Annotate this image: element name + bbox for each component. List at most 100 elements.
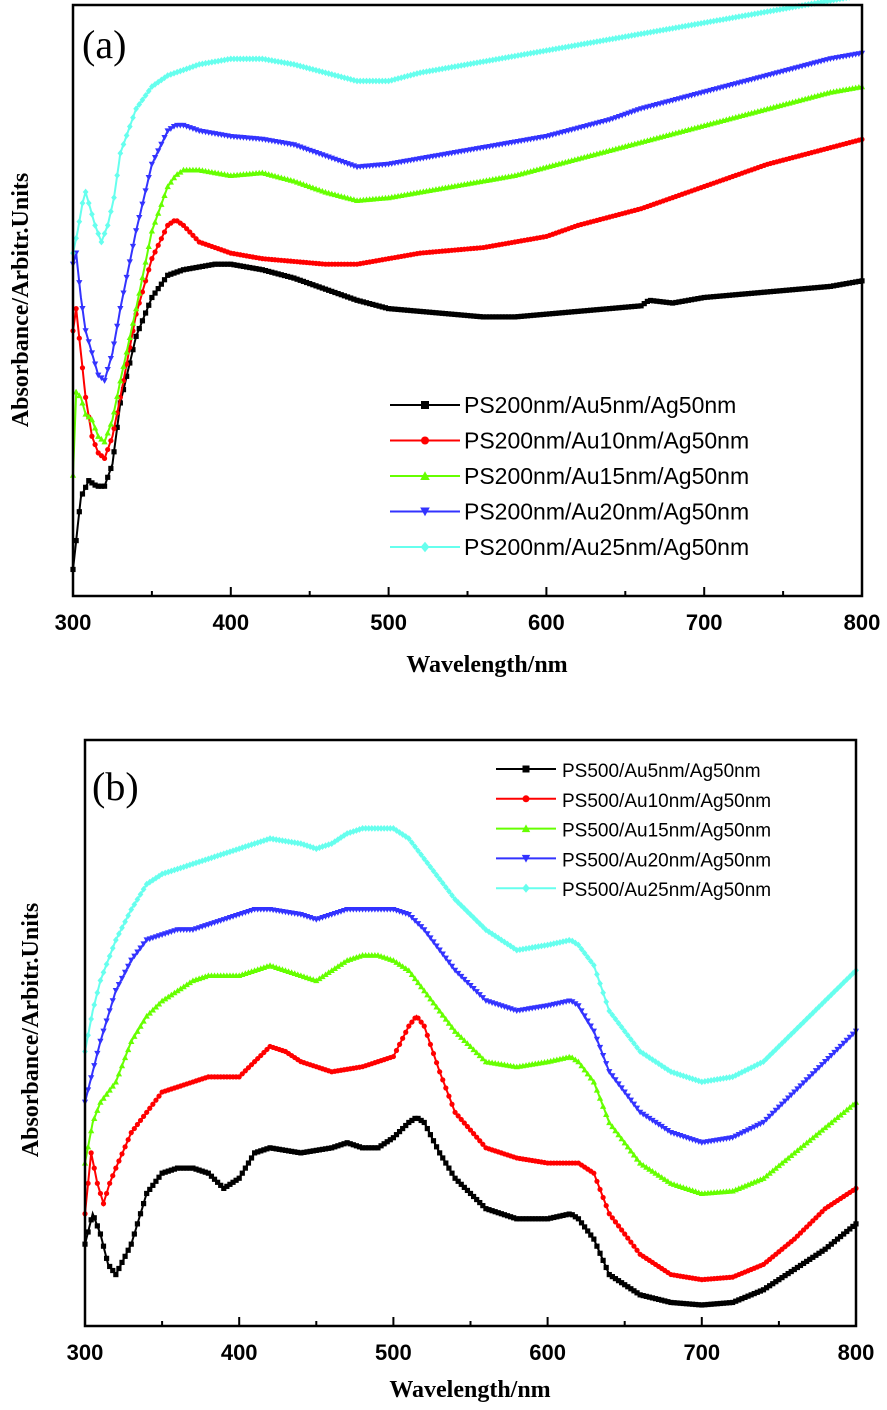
data-point (269, 269, 275, 275)
data-point (89, 433, 95, 439)
data-point (79, 399, 86, 406)
y-axis-title: Absorbance/Arbitr.Units (18, 903, 44, 1157)
data-point (698, 19, 704, 27)
data-point (776, 1043, 782, 1050)
data-point (92, 221, 98, 229)
data-point (279, 1147, 285, 1153)
data-point (259, 55, 266, 63)
data-point (437, 1069, 443, 1075)
data-point (664, 1127, 671, 1134)
x-tick-label: 600 (529, 1340, 566, 1365)
data-point (149, 1006, 156, 1013)
data-point (170, 174, 178, 181)
data-point (338, 1142, 344, 1148)
data-point (181, 1165, 187, 1171)
data-point (100, 1243, 107, 1249)
panel-label: (a) (82, 22, 126, 67)
data-point (837, 282, 843, 288)
data-point (449, 1170, 455, 1176)
data-point (146, 302, 152, 308)
data-point (739, 291, 745, 297)
data-point (761, 289, 767, 295)
data-point (775, 1162, 783, 1169)
data-point (813, 1252, 819, 1258)
data-point (205, 59, 212, 67)
data-point (781, 1098, 789, 1105)
data-point (396, 1041, 403, 1048)
data-point (359, 825, 366, 832)
data-point (773, 6, 780, 14)
data-point (520, 945, 526, 953)
data-point (436, 947, 443, 954)
data-point (581, 1066, 588, 1073)
data-point (596, 1095, 604, 1101)
data-point (402, 965, 409, 971)
data-point (818, 1126, 826, 1133)
data-point (73, 234, 80, 242)
data-point (635, 31, 641, 38)
data-point (695, 296, 701, 302)
data-point (815, 1065, 823, 1071)
data-point (412, 843, 418, 851)
data-point (479, 923, 486, 931)
data-point (94, 1107, 101, 1113)
data-point (134, 1121, 141, 1128)
data-point (137, 890, 144, 898)
data-point (165, 993, 172, 1000)
data-point (587, 1074, 594, 1081)
data-point (89, 210, 95, 218)
data-point (532, 1216, 538, 1222)
data-point (360, 299, 366, 305)
series-line (84, 1116, 857, 1307)
data-point (802, 286, 808, 292)
data-point (649, 1168, 656, 1174)
data-point (509, 314, 515, 320)
data-point (230, 1179, 236, 1185)
data-point (769, 1110, 776, 1117)
data-point (843, 281, 849, 287)
data-point (325, 70, 332, 77)
data-point (98, 435, 105, 442)
data-point (569, 309, 575, 315)
data-point (628, 1239, 634, 1245)
data-point (451, 1028, 459, 1034)
data-point (594, 307, 600, 313)
data-point (476, 992, 483, 998)
data-point (809, 1071, 816, 1077)
data-point (225, 261, 231, 267)
data-point (276, 1146, 282, 1152)
data-point (121, 1054, 129, 1061)
data-point (406, 1023, 412, 1029)
data-point (808, 285, 815, 291)
data-point (297, 277, 303, 283)
data-point (557, 938, 563, 946)
data-point (136, 325, 142, 332)
data-point (110, 1267, 116, 1274)
data-point (88, 1075, 95, 1081)
data-point (496, 314, 502, 320)
data-point (505, 314, 512, 320)
data-point (738, 1130, 746, 1137)
data-point (142, 310, 149, 316)
data-point (124, 361, 130, 367)
data-point (91, 1115, 98, 1122)
series-2 (70, 136, 865, 462)
data-point (245, 1160, 252, 1166)
data-point (427, 1041, 434, 1048)
data-point (638, 303, 644, 309)
data-point (821, 284, 827, 290)
data-point (85, 1180, 91, 1186)
data-point (125, 1247, 131, 1253)
data-point (546, 46, 553, 54)
data-point (774, 288, 780, 294)
data-point (455, 312, 461, 318)
data-point (544, 941, 551, 949)
data-point (281, 59, 288, 67)
data-point (392, 76, 398, 83)
data-point (461, 1037, 468, 1043)
data-point (158, 76, 165, 84)
data-point (625, 1284, 631, 1290)
data-point (101, 438, 108, 445)
data-point (849, 279, 856, 286)
data-point (430, 867, 437, 875)
